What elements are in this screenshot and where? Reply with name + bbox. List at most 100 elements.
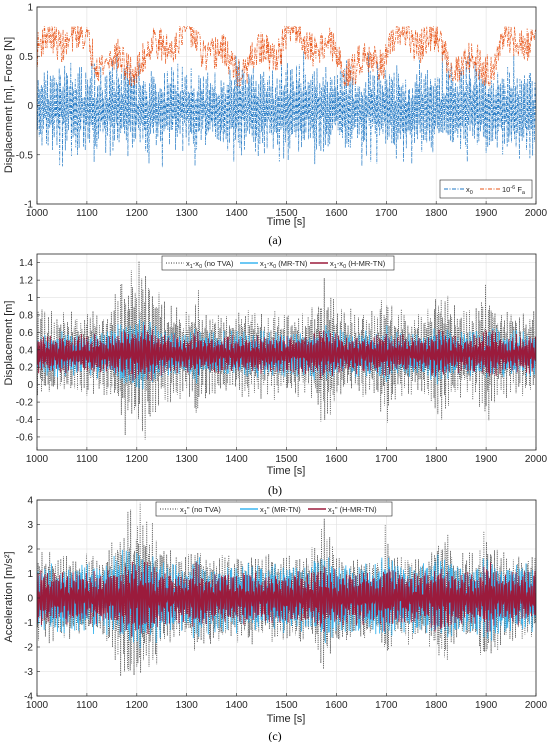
x-tick-label: 1400 bbox=[225, 700, 248, 711]
y-tick-label: -0.6 bbox=[16, 432, 34, 443]
x-tick-label: 2000 bbox=[525, 700, 548, 711]
y-tick-label: 4 bbox=[27, 496, 33, 507]
panel-b-ylabel: Displacement [m] bbox=[3, 301, 15, 386]
svg-text:x1" (H-MR-TN): x1" (H-MR-TN) bbox=[328, 505, 377, 516]
panel-c: 1000 1100 1200 1300 1400 1500 1600 1700 1800 1900… bbox=[24, 496, 547, 712]
svg-text:x1-x0 (no TVA): x1-x0 (no TVA) bbox=[186, 259, 234, 270]
legend-b-mr-tn-sub1: 1 bbox=[264, 264, 267, 270]
svg-text:x1" (no TVA): x1" (no TVA) bbox=[180, 505, 221, 516]
legend-force-coef: 10 bbox=[502, 185, 510, 194]
panel-b: 1000 1100 1200 1300 1400 1500 1600 1700 1800 1900… bbox=[16, 253, 548, 465]
x-tick-label: 1000 bbox=[26, 700, 49, 711]
legend-b-mr-tn-base: x bbox=[260, 259, 264, 268]
x-tick-label: 1200 bbox=[126, 454, 149, 465]
x-tick-label: 1200 bbox=[126, 700, 149, 711]
series-h-mr-tn-line bbox=[37, 324, 536, 381]
y-tick-label: 2 bbox=[27, 545, 33, 556]
x-tick-label: 1000 bbox=[26, 454, 49, 465]
x-tick-label: 1900 bbox=[475, 454, 498, 465]
x-tick-label: 1100 bbox=[76, 454, 98, 465]
y-tick-label: -2 bbox=[24, 643, 33, 654]
x-tick-label: 1900 bbox=[475, 700, 498, 711]
legend-b-h-mr-tn-mid: -x bbox=[337, 259, 343, 268]
panel-a: 1000 1100 1200 1300 1400 1500 1600 1700 1800 1900… bbox=[16, 3, 548, 220]
x-tick-label: 1100 bbox=[76, 208, 98, 219]
x-tick-label: 1600 bbox=[325, 208, 348, 219]
svg-text:x0: x0 bbox=[466, 185, 473, 196]
series-x0-line bbox=[37, 51, 536, 168]
legend-b-no-tva-tail: (no TVA) bbox=[202, 259, 234, 268]
x-tick-label: 2000 bbox=[525, 208, 548, 219]
legend-c-no-tva-base: x bbox=[180, 505, 184, 514]
y-tick-label: 0.2 bbox=[19, 363, 33, 374]
x-tick-label: 1100 bbox=[76, 700, 98, 711]
series-force-line bbox=[37, 25, 536, 87]
y-tick-label: 0.8 bbox=[19, 310, 33, 321]
legend-force-base: F bbox=[515, 185, 522, 194]
legend-b-no-tva-sub1: 1 bbox=[190, 264, 193, 270]
x-tick-label: 1300 bbox=[176, 208, 199, 219]
y-tick-label: -3 bbox=[24, 667, 33, 678]
svg-text:x1-x0 (H-MR-TN): x1-x0 (H-MR-TN) bbox=[330, 259, 386, 270]
x-tick-label: 1800 bbox=[425, 454, 448, 465]
y-tick-label: 0.6 bbox=[19, 328, 33, 339]
y-tick-label: -4 bbox=[24, 692, 33, 703]
legend-force-exp: -6 bbox=[510, 185, 515, 191]
legend-b-mr-tn-mid: -x bbox=[267, 259, 273, 268]
svg-text:x1-x0 (MR-TN): x1-x0 (MR-TN) bbox=[260, 259, 308, 270]
x-tick-label: 1700 bbox=[375, 700, 398, 711]
y-tick-label: 0.5 bbox=[19, 52, 33, 63]
x-tick-label: 1300 bbox=[176, 700, 199, 711]
legend-b-h-mr-tn-sub1: 1 bbox=[334, 264, 337, 270]
legend-c-mr-tn-base: x bbox=[260, 505, 264, 514]
panel-b-caption: (b) bbox=[268, 483, 282, 497]
x-tick-label: 1600 bbox=[325, 700, 348, 711]
legend-x0-base: x bbox=[466, 185, 470, 194]
y-tick-label: -0.4 bbox=[16, 415, 34, 426]
legend-c-mr-tn-mid: " bbox=[267, 505, 270, 514]
panel-a-caption: (a) bbox=[268, 233, 281, 247]
y-tick-label: 1 bbox=[27, 569, 33, 580]
x-tick-label: 1800 bbox=[425, 700, 448, 711]
x-tick-label: 1700 bbox=[375, 208, 398, 219]
legend-b-no-tva-mid: -x bbox=[193, 259, 199, 268]
legend-b-h-mr-tn-sub2: 0 bbox=[343, 264, 346, 270]
panel-c-caption: (c) bbox=[268, 729, 281, 742]
y-tick-label: 1.4 bbox=[19, 258, 33, 269]
svg-text:10-6 Fa: 10-6 Fa bbox=[502, 185, 526, 196]
series-no-tva-line bbox=[37, 261, 536, 440]
series-h-mr-tn-line bbox=[37, 561, 536, 637]
x-tick-label: 1000 bbox=[26, 208, 49, 219]
panel-b-legend: x1-x0 (no TVA) x1-x0 (MR-TN) x1-x0 (H-MR… bbox=[161, 255, 395, 271]
legend-b-h-mr-tn-base: x bbox=[330, 259, 334, 268]
y-tick-label: 0 bbox=[27, 101, 33, 112]
x-tick-label: 1400 bbox=[225, 208, 248, 219]
x-tick-label: 1500 bbox=[275, 454, 298, 465]
y-tick-label: -1 bbox=[24, 618, 33, 629]
x-tick-label: 1500 bbox=[275, 208, 298, 219]
legend-c-h-mr-tn-sub1: 1 bbox=[332, 510, 335, 516]
x-tick-label: 1300 bbox=[176, 454, 199, 465]
legend-c-mr-tn-tail: (MR-TN) bbox=[269, 505, 301, 514]
y-tick-label: 1 bbox=[27, 293, 33, 304]
x-tick-label: 1200 bbox=[126, 208, 149, 219]
y-tick-label: 1.2 bbox=[19, 276, 33, 287]
x-tick-label: 1700 bbox=[375, 454, 398, 465]
series-mr-tn-line bbox=[37, 549, 536, 649]
y-tick-label: 0 bbox=[27, 594, 33, 605]
x-tick-label: 2000 bbox=[525, 454, 548, 465]
legend-c-no-tva-sub1: 1 bbox=[184, 510, 187, 516]
svg-text:x1" (MR-TN): x1" (MR-TN) bbox=[260, 505, 301, 516]
y-tick-label: 0 bbox=[27, 380, 33, 391]
x-tick-label: 1500 bbox=[275, 700, 298, 711]
y-tick-label: 0.4 bbox=[19, 345, 33, 356]
panel-c-ylabel: Acceleration [m/s²] bbox=[3, 551, 15, 642]
legend-c-h-mr-tn-tail: (H-MR-TN) bbox=[337, 505, 377, 514]
legend-c-mr-tn-sub1: 1 bbox=[264, 510, 267, 516]
x-tick-label: 1800 bbox=[425, 208, 448, 219]
panel-a-legend: x0 10-6 Fa bbox=[439, 179, 533, 199]
panel-a-ylabel: Displacement [m], Force [N] bbox=[3, 37, 15, 173]
x-tick-label: 1900 bbox=[475, 208, 498, 219]
panel-c-xlabel: Time [s] bbox=[267, 713, 306, 725]
legend-c-no-tva-mid: " bbox=[187, 505, 190, 514]
